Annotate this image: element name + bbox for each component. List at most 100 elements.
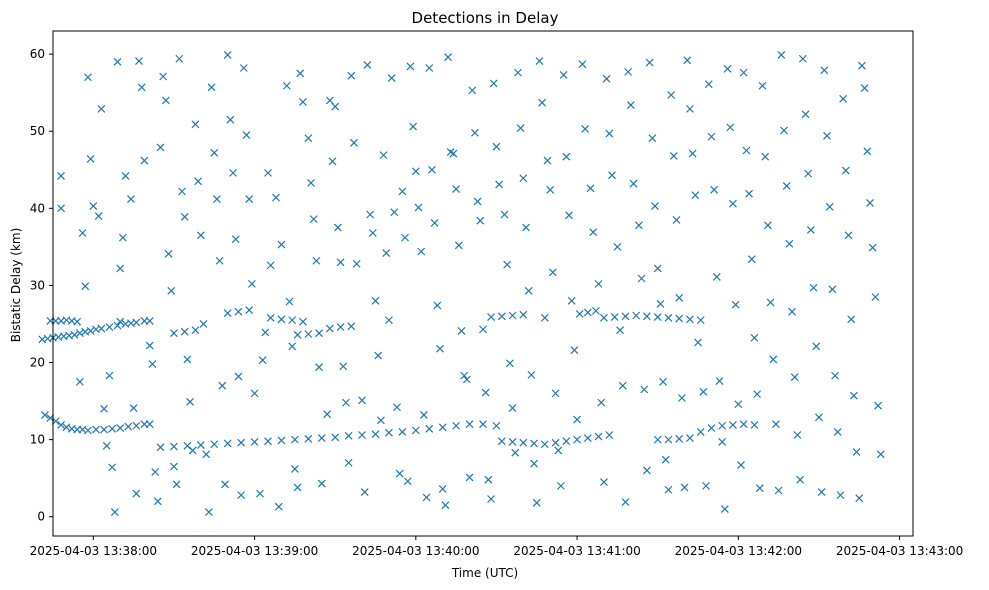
data-point [637, 274, 646, 283]
data-point [116, 317, 125, 326]
data-point [417, 247, 426, 256]
data-point [285, 297, 294, 306]
data-point [223, 439, 232, 448]
data-point [102, 441, 111, 450]
plot-area [52, 30, 914, 537]
data-point [350, 138, 358, 147]
data-point [718, 438, 727, 446]
data-point [127, 195, 135, 204]
data-point [191, 120, 200, 129]
data-point [118, 233, 127, 242]
data-point [605, 129, 614, 138]
data-point [621, 498, 630, 507]
data-point [145, 420, 154, 429]
data-point [600, 313, 608, 322]
data-point [562, 152, 571, 161]
data-point [97, 324, 106, 333]
data-point [817, 488, 826, 496]
data-point [763, 221, 772, 230]
data-point [113, 321, 122, 330]
data-point [274, 502, 283, 511]
data-point [618, 381, 627, 390]
data-point [626, 101, 635, 109]
data-point [680, 483, 689, 492]
data-point [597, 398, 606, 407]
data-point [234, 372, 243, 381]
data-point [129, 404, 138, 412]
data-point [624, 67, 633, 76]
data-point [186, 397, 194, 406]
data-point [452, 185, 461, 193]
data-point [425, 64, 434, 72]
data-point [237, 438, 246, 447]
data-point [656, 300, 665, 308]
data-point [487, 495, 495, 503]
data-point [578, 60, 587, 69]
data-point [798, 54, 807, 63]
data-point [153, 497, 162, 506]
data-point [487, 313, 495, 321]
x-tick-label: 2025-04-03 13:42:00 [675, 544, 802, 558]
data-point [170, 329, 178, 338]
data-point [538, 98, 547, 107]
data-point [699, 387, 708, 396]
x-tick-label: 2025-04-03 13:39:00 [191, 544, 318, 558]
data-point [530, 439, 538, 448]
data-point [780, 126, 788, 135]
data-point [145, 316, 154, 325]
data-point [664, 435, 673, 444]
x-axis-ticks: 2025-04-03 13:38:00 2025-04-03 13:39:00 20… [30, 536, 963, 558]
data-point [368, 229, 377, 237]
data-point [465, 420, 474, 429]
data-point [594, 432, 603, 441]
data-point [815, 413, 823, 422]
data-point [632, 311, 641, 320]
data-point [573, 435, 581, 444]
data-point [871, 293, 880, 301]
data-point [436, 344, 444, 353]
data-point [866, 199, 874, 207]
data-point [570, 346, 579, 355]
data-point [226, 115, 235, 124]
data-point [304, 434, 313, 443]
x-tick-label: 2025-04-03 13:41:00 [513, 544, 640, 558]
data-point [296, 69, 305, 78]
data-point [707, 132, 716, 141]
data-point [465, 473, 474, 482]
data-point [223, 50, 232, 59]
data-point [387, 74, 396, 82]
data-point [331, 102, 340, 111]
data-point [363, 60, 372, 69]
data-point [250, 438, 259, 446]
data-point [653, 264, 662, 273]
data-point [683, 56, 692, 65]
data-point [484, 475, 493, 484]
data-point [196, 231, 205, 240]
data-point [75, 377, 84, 386]
data-point [304, 134, 313, 143]
data-point [454, 241, 463, 250]
data-point [282, 81, 291, 90]
data-point [535, 57, 544, 65]
data-point [583, 308, 592, 317]
data-point [213, 195, 221, 204]
data-point [809, 283, 818, 292]
data-point [519, 310, 528, 319]
data-point [806, 225, 815, 234]
data-point [497, 437, 506, 446]
y-tick-label: 40 [30, 201, 45, 215]
data-point [858, 61, 866, 70]
data-point [675, 434, 684, 443]
data-point [557, 481, 565, 490]
data-point [293, 483, 302, 492]
data-point [100, 404, 108, 413]
data-point [371, 296, 380, 305]
data-point [336, 323, 345, 331]
data-point [317, 479, 326, 488]
y-tick-label: 10 [30, 433, 45, 447]
data-point [172, 480, 181, 489]
data-point [247, 279, 256, 288]
data-point [371, 430, 380, 439]
data-point [863, 147, 872, 156]
